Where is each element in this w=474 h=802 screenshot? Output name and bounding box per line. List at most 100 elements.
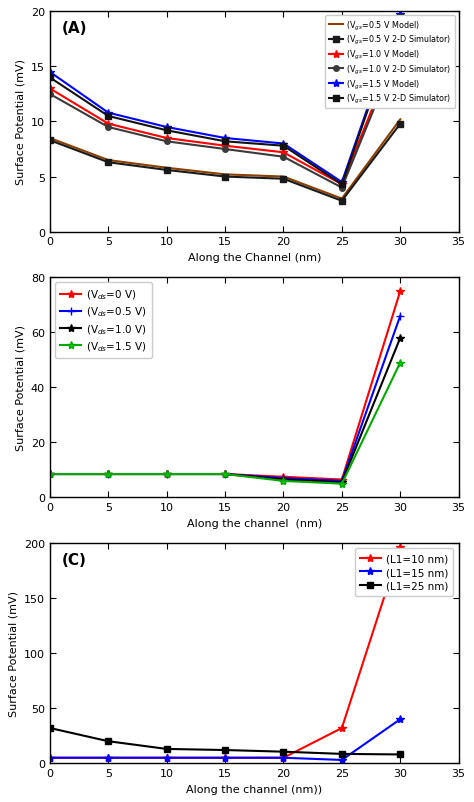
Line: (L1=25 nm): (L1=25 nm) xyxy=(47,725,403,757)
(V$_{gs}$=1.5 V Model) xyxy=(339,178,345,188)
(V$_{gs}$=1.0 V 2-D Simulator) xyxy=(164,137,170,147)
(V$_{gs}$=0.5 V 2-D Simulator) xyxy=(397,119,403,129)
(V$_{gs}$=1.5 V Model) xyxy=(47,68,53,78)
(V$_{gs}$=0.5 V Model) xyxy=(281,172,286,182)
(V$_{ds}$=1.5 V) xyxy=(397,358,403,368)
(V$_{ds}$=1.5 V) xyxy=(164,470,170,480)
(V$_{gs}$=0.5 V 2-D Simulator) xyxy=(339,196,345,206)
(L1=15 nm) xyxy=(105,753,111,763)
(V$_{gs}$=0.5 V 2-D Simulator) xyxy=(281,175,286,184)
(V$_{ds}$=1.0 V) xyxy=(222,470,228,480)
(V$_{gs}$=1.5 V 2-D Simulator) xyxy=(222,137,228,147)
(V$_{gs}$=1.0 V Model) xyxy=(105,119,111,129)
(V$_{ds}$=0.5 V) xyxy=(339,476,345,486)
(L1=25 nm) xyxy=(105,736,111,746)
Line: (L1=15 nm): (L1=15 nm) xyxy=(46,715,404,764)
(V$_{gs}$=0.5 V 2-D Simulator) xyxy=(105,158,111,168)
(V$_{gs}$=1.5 V 2-D Simulator) xyxy=(164,126,170,136)
(V$_{gs}$=0.5 V Model) xyxy=(222,170,228,180)
(V$_{gs}$=0.5 V Model) xyxy=(47,134,53,144)
(L1=15 nm) xyxy=(339,755,345,765)
(V$_{gs}$=1.0 V Model) xyxy=(47,84,53,94)
Y-axis label: Surface Potential (mV): Surface Potential (mV) xyxy=(15,325,25,451)
(V$_{ds}$=0.5 V) xyxy=(222,470,228,480)
(V$_{gs}$=1.5 V Model) xyxy=(164,123,170,132)
(V$_{ds}$=0.5 V) xyxy=(47,470,53,480)
(V$_{gs}$=1.0 V Model) xyxy=(339,180,345,190)
Text: (B): (B) xyxy=(62,286,88,302)
(L1=10 nm) xyxy=(397,543,403,553)
(V$_{gs}$=0.5 V Model) xyxy=(397,115,403,125)
(L1=10 nm) xyxy=(47,753,53,763)
Line: (V$_{ds}$=1.0 V): (V$_{ds}$=1.0 V) xyxy=(46,334,404,487)
Line: (V$_{gs}$=1.5 V Model): (V$_{gs}$=1.5 V Model) xyxy=(46,10,404,187)
(L1=10 nm) xyxy=(164,753,170,763)
X-axis label: Along the Channel (nm): Along the Channel (nm) xyxy=(188,253,321,263)
(V$_{ds}$=1.5 V) xyxy=(47,470,53,480)
(V$_{gs}$=1.5 V Model) xyxy=(397,10,403,19)
(V$_{gs}$=1.5 V Model) xyxy=(222,134,228,144)
(V$_{ds}$=1.5 V) xyxy=(339,480,345,489)
(V$_{gs}$=1.0 V 2-D Simulator) xyxy=(222,145,228,155)
(L1=15 nm) xyxy=(281,753,286,763)
(V$_{ds}$=0 V) xyxy=(397,287,403,297)
(V$_{gs}$=0.5 V Model) xyxy=(105,156,111,166)
(L1=10 nm) xyxy=(105,753,111,763)
(V$_{gs}$=1.5 V 2-D Simulator) xyxy=(339,180,345,190)
(V$_{gs}$=1.5 V 2-D Simulator) xyxy=(105,112,111,122)
X-axis label: Along the channel (nm)): Along the channel (nm)) xyxy=(186,784,322,794)
(L1=10 nm) xyxy=(281,753,286,763)
(V$_{ds}$=1.0 V) xyxy=(397,334,403,343)
(V$_{gs}$=1.0 V Model) xyxy=(164,134,170,144)
(L1=25 nm) xyxy=(397,750,403,759)
(V$_{gs}$=0.5 V Model) xyxy=(339,195,345,205)
(V$_{gs}$=1.5 V 2-D Simulator) xyxy=(281,142,286,152)
Y-axis label: Surface Potential (mV): Surface Potential (mV) xyxy=(9,590,18,716)
X-axis label: Along the channel  (nm): Along the channel (nm) xyxy=(187,518,322,529)
(V$_{gs}$=0.5 V 2-D Simulator) xyxy=(47,136,53,146)
(L1=25 nm) xyxy=(164,744,170,754)
(L1=25 nm) xyxy=(222,745,228,755)
(V$_{ds}$=1.0 V) xyxy=(47,470,53,480)
(V$_{ds}$=0 V) xyxy=(164,470,170,480)
Line: (V$_{gs}$=1.0 V 2-D Simulator): (V$_{gs}$=1.0 V 2-D Simulator) xyxy=(47,43,403,191)
(V$_{ds}$=0 V) xyxy=(105,470,111,480)
(L1=10 nm) xyxy=(339,723,345,733)
(L1=25 nm) xyxy=(47,723,53,733)
(L1=10 nm) xyxy=(222,753,228,763)
(V$_{ds}$=0.5 V) xyxy=(281,474,286,484)
(V$_{gs}$=1.0 V 2-D Simulator) xyxy=(105,123,111,132)
(V$_{ds}$=0.5 V) xyxy=(105,470,111,480)
(V$_{ds}$=1.0 V) xyxy=(105,470,111,480)
(L1=15 nm) xyxy=(397,715,403,724)
(V$_{gs}$=1.0 V Model) xyxy=(222,142,228,152)
(V$_{gs}$=1.0 V 2-D Simulator) xyxy=(47,90,53,99)
Legend: (V$_{gs}$=0.5 V Model), (V$_{gs}$=0.5 V 2-D Simulator), (V$_{gs}$=1.0 V Model), : (V$_{gs}$=0.5 V Model), (V$_{gs}$=0.5 V … xyxy=(326,16,455,109)
(V$_{gs}$=1.0 V Model) xyxy=(397,35,403,45)
(V$_{gs}$=1.0 V 2-D Simulator) xyxy=(339,184,345,193)
(V$_{ds}$=0 V) xyxy=(47,470,53,480)
Line: (V$_{ds}$=1.5 V): (V$_{ds}$=1.5 V) xyxy=(46,359,404,488)
(V$_{ds}$=1.5 V) xyxy=(281,476,286,486)
Line: (V$_{ds}$=0 V): (V$_{ds}$=0 V) xyxy=(46,287,404,484)
(L1=15 nm) xyxy=(164,753,170,763)
Line: (V$_{gs}$=1.0 V Model): (V$_{gs}$=1.0 V Model) xyxy=(46,35,404,189)
(L1=25 nm) xyxy=(281,747,286,756)
(V$_{ds}$=1.0 V) xyxy=(281,475,286,484)
(L1=25 nm) xyxy=(339,749,345,759)
(V$_{gs}$=1.0 V 2-D Simulator) xyxy=(281,152,286,162)
Line: (L1=10 nm): (L1=10 nm) xyxy=(46,544,404,762)
(L1=15 nm) xyxy=(47,753,53,763)
(L1=15 nm) xyxy=(222,753,228,763)
(V$_{gs}$=1.5 V Model) xyxy=(281,140,286,149)
(V$_{gs}$=0.5 V 2-D Simulator) xyxy=(164,166,170,176)
Line: (V$_{gs}$=0.5 V 2-D Simulator): (V$_{gs}$=0.5 V 2-D Simulator) xyxy=(47,122,403,205)
(V$_{ds}$=1.5 V) xyxy=(105,470,111,480)
(V$_{gs}$=1.5 V 2-D Simulator) xyxy=(47,74,53,83)
Legend: (L1=10 nm), (L1=15 nm), (L1=25 nm): (L1=10 nm), (L1=15 nm), (L1=25 nm) xyxy=(355,549,454,596)
(V$_{gs}$=1.0 V Model) xyxy=(281,148,286,158)
Line: (V$_{gs}$=1.5 V 2-D Simulator): (V$_{gs}$=1.5 V 2-D Simulator) xyxy=(47,15,403,188)
(V$_{ds}$=1.0 V) xyxy=(339,478,345,488)
(V$_{ds}$=0.5 V) xyxy=(397,311,403,321)
(V$_{ds}$=0.5 V) xyxy=(164,470,170,480)
